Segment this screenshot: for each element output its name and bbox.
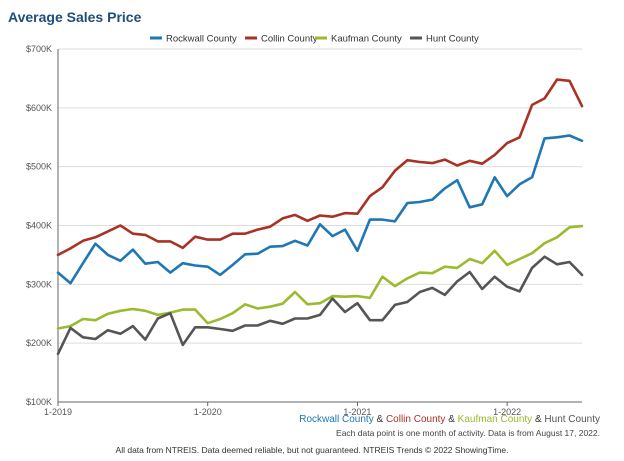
legend-label-hunt-county: Hunt County bbox=[426, 34, 479, 45]
footer-series-rockwall: Rockwall County bbox=[299, 414, 374, 425]
data-note: Each data point is one month of activity… bbox=[336, 428, 600, 438]
footer-series-hunt: Hunt County bbox=[544, 414, 600, 425]
footer-series-list: Rockwall County & Collin County & Kaufma… bbox=[299, 414, 600, 425]
footer-series-collin: Collin County bbox=[385, 414, 446, 425]
series-line-collin-county bbox=[56, 78, 584, 257]
legend-label-kaufman-county: Kaufman County bbox=[331, 34, 402, 45]
x-tick-label: 1-2021 bbox=[343, 407, 371, 417]
series-line-kaufman-county bbox=[56, 224, 584, 330]
y-tick-label: $200K bbox=[26, 338, 52, 348]
footer-amp: & bbox=[532, 414, 545, 425]
chart-title: Average Sales Price bbox=[8, 9, 142, 25]
x-tick-label: 1-2020 bbox=[194, 407, 222, 417]
legend-label-collin-county: Collin County bbox=[261, 34, 318, 45]
y-tick-label: $700K bbox=[26, 44, 52, 54]
y-tick-label: $400K bbox=[26, 221, 52, 231]
y-tick-label: $500K bbox=[26, 162, 52, 172]
legend-label-rockwall-county: Rockwall County bbox=[166, 34, 237, 45]
footer-amp: & bbox=[373, 414, 386, 425]
footer-series-kaufman: Kaufman County bbox=[457, 414, 533, 425]
y-tick-label: $600K bbox=[26, 103, 52, 113]
y-tick-label: $300K bbox=[26, 279, 52, 289]
y-tick-label: $100K bbox=[26, 397, 52, 407]
footer-amp: & bbox=[445, 414, 458, 425]
x-tick-label: 1-2019 bbox=[44, 407, 72, 417]
disclaimer: All data from NTREIS. Data deemed reliab… bbox=[115, 445, 509, 455]
x-tick-label: 1-2022 bbox=[493, 407, 521, 417]
series-line-hunt-county bbox=[56, 255, 584, 356]
series-line-rockwall-county bbox=[56, 134, 584, 285]
